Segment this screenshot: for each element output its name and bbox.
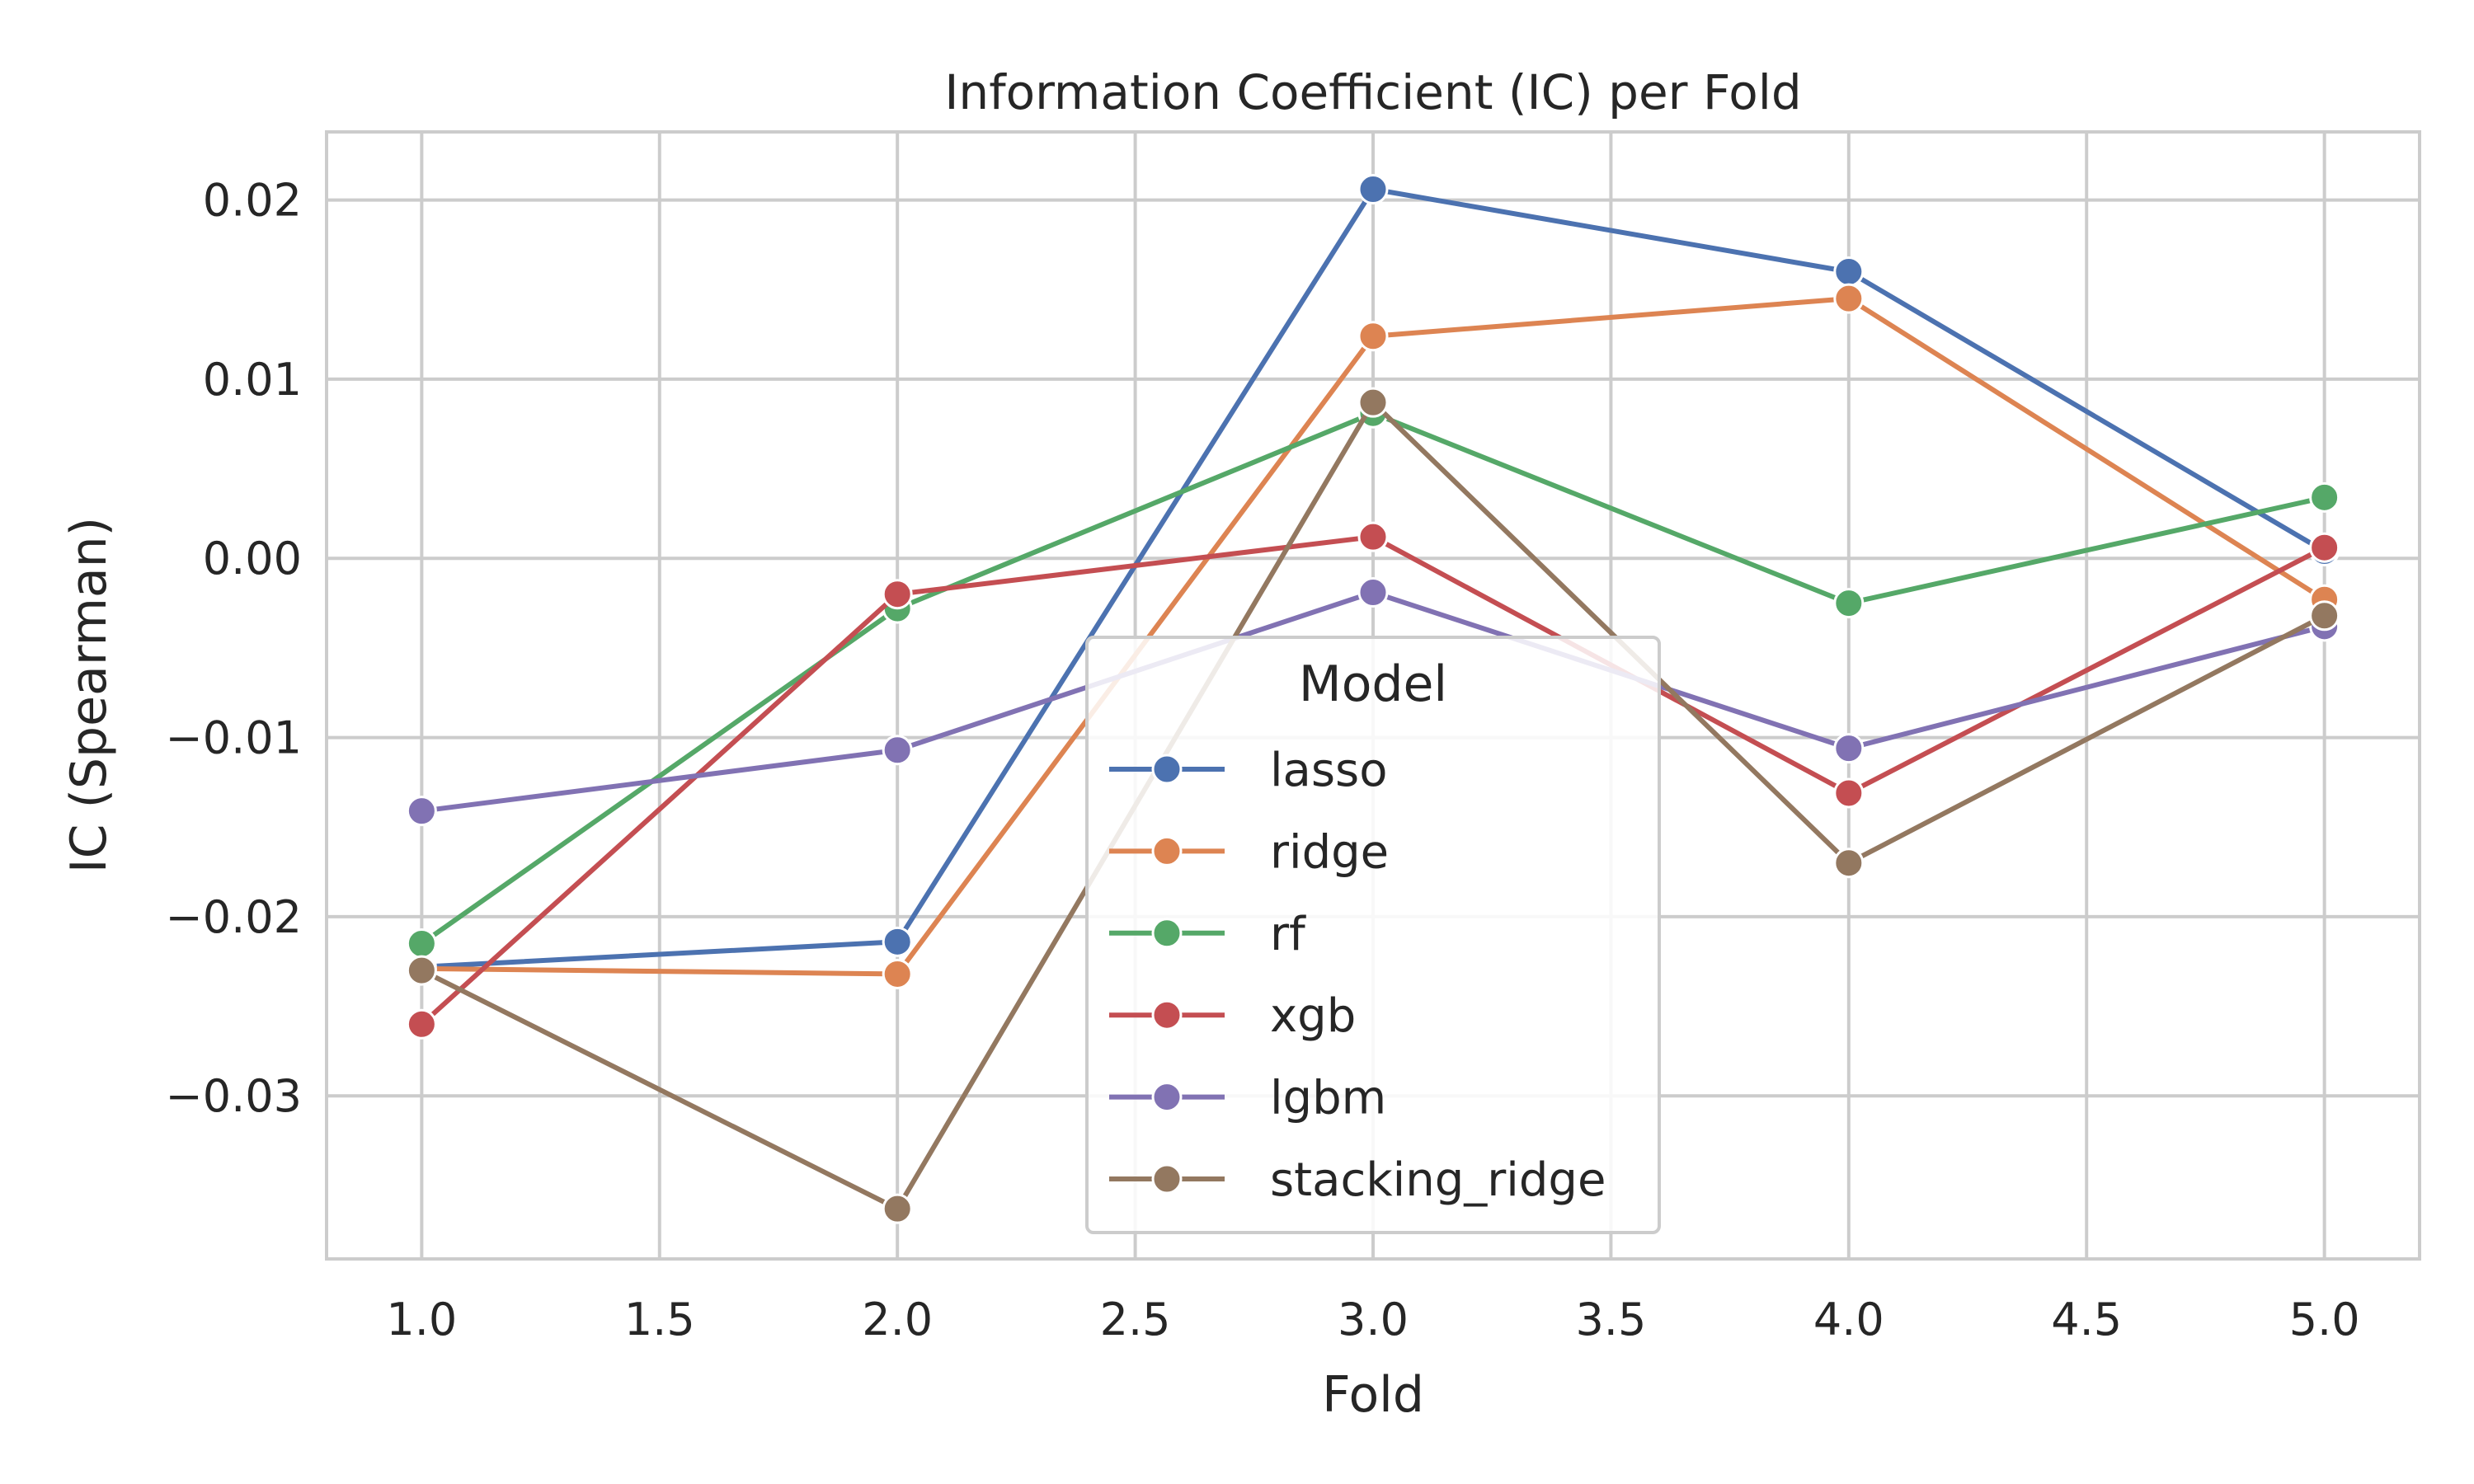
legend-label-ridge: ridge xyxy=(1270,825,1389,879)
legend-item-lgbm: lgbm xyxy=(1109,1072,1386,1125)
x-tick-labels: 1.0 1.5 2.0 2.5 3.0 3.5 4.0 4.5 5.0 xyxy=(386,1294,2359,1345)
data-point-stacking_ridge xyxy=(2309,600,2340,632)
x-tick-label: 1.5 xyxy=(624,1294,695,1345)
data-point-stacking_ridge xyxy=(1357,387,1389,418)
y-tick-label: −0.02 xyxy=(166,891,302,943)
legend-item-rf: rf xyxy=(1109,908,1306,961)
legend-marker-rf xyxy=(1151,918,1183,949)
x-tick-label: 2.5 xyxy=(1100,1294,1171,1345)
data-point-xgb xyxy=(882,579,913,610)
x-tick-label: 2.0 xyxy=(862,1294,933,1345)
data-point-stacking_ridge xyxy=(882,1193,913,1224)
legend-title: Model xyxy=(1299,655,1447,713)
x-tick-label: 3.5 xyxy=(1575,1294,1646,1345)
y-axis-label: IC (Spearman) xyxy=(60,517,118,873)
y-tick-label: 0.01 xyxy=(203,354,302,406)
y-tick-labels: 0.02 0.01 0.00 −0.01 −0.02 −0.03 xyxy=(166,175,302,1123)
data-point-xgb xyxy=(406,1008,437,1040)
plot-frame xyxy=(325,130,2421,1261)
data-point-stacking_ridge xyxy=(406,955,437,986)
x-axis-label: Fold xyxy=(1322,1366,1424,1424)
data-point-lasso xyxy=(1357,174,1389,205)
series-stacking_ridge xyxy=(406,387,2340,1224)
legend-marker-stacking_ridge xyxy=(1151,1163,1183,1195)
legend: Model lasso ridge rf xgb lgbm stacking_ridge xyxy=(1085,636,1661,1234)
data-point-lasso xyxy=(1833,256,1865,288)
data-point-rf xyxy=(2309,481,2340,513)
legend-label-lgbm: lgbm xyxy=(1270,1072,1386,1125)
data-point-xgb xyxy=(2309,532,2340,563)
y-tick-label: 0.02 xyxy=(203,175,302,227)
data-point-rf xyxy=(1833,588,1865,619)
series-layer xyxy=(406,174,2340,1224)
x-tick-label: 3.0 xyxy=(1338,1294,1409,1345)
data-point-xgb xyxy=(1357,521,1389,552)
y-tick-label: −0.01 xyxy=(166,712,302,764)
legend-marker-ridge xyxy=(1151,835,1183,866)
data-point-ridge xyxy=(882,958,913,989)
data-point-stacking_ridge xyxy=(1833,848,1865,879)
y-tick-label: −0.03 xyxy=(166,1070,302,1122)
data-point-lasso xyxy=(882,926,913,957)
legend-box xyxy=(1085,636,1661,1234)
legend-label-rf: rf xyxy=(1270,908,1306,961)
legend-item-lasso: lasso xyxy=(1109,744,1388,797)
series-xgb xyxy=(406,521,2340,1040)
x-tick-label: 1.0 xyxy=(386,1294,457,1345)
data-point-lgbm xyxy=(406,796,437,827)
y-tick-label: 0.00 xyxy=(203,533,302,585)
x-tick-label: 4.0 xyxy=(1813,1294,1884,1345)
legend-marker-xgb xyxy=(1151,999,1183,1031)
x-tick-label: 5.0 xyxy=(2289,1294,2360,1345)
data-point-ridge xyxy=(1833,283,1865,314)
data-point-rf xyxy=(406,928,437,960)
data-point-xgb xyxy=(1833,777,1865,809)
legend-label-xgb: xgb xyxy=(1270,989,1356,1043)
legend-marker-lgbm xyxy=(1151,1082,1183,1113)
legend-marker-lasso xyxy=(1151,754,1183,785)
legend-item-stacking_ridge: stacking_ridge xyxy=(1109,1153,1606,1207)
data-point-lgbm xyxy=(882,735,913,766)
data-point-lgbm xyxy=(1833,733,1865,764)
data-point-ridge xyxy=(1357,321,1389,352)
x-tick-label: 4.5 xyxy=(2051,1294,2122,1345)
chart-title: Information Coefficient (IC) per Fold xyxy=(944,64,1801,120)
series-lgbm xyxy=(406,577,2340,827)
legend-items: lasso ridge rf xgb lgbm stacking_ridge xyxy=(1109,744,1606,1207)
legend-label-stacking_ridge: stacking_ridge xyxy=(1270,1153,1606,1207)
legend-label-lasso: lasso xyxy=(1270,744,1388,797)
legend-item-ridge: ridge xyxy=(1109,825,1389,879)
data-point-lgbm xyxy=(1357,577,1389,608)
legend-item-xgb: xgb xyxy=(1109,989,1356,1043)
